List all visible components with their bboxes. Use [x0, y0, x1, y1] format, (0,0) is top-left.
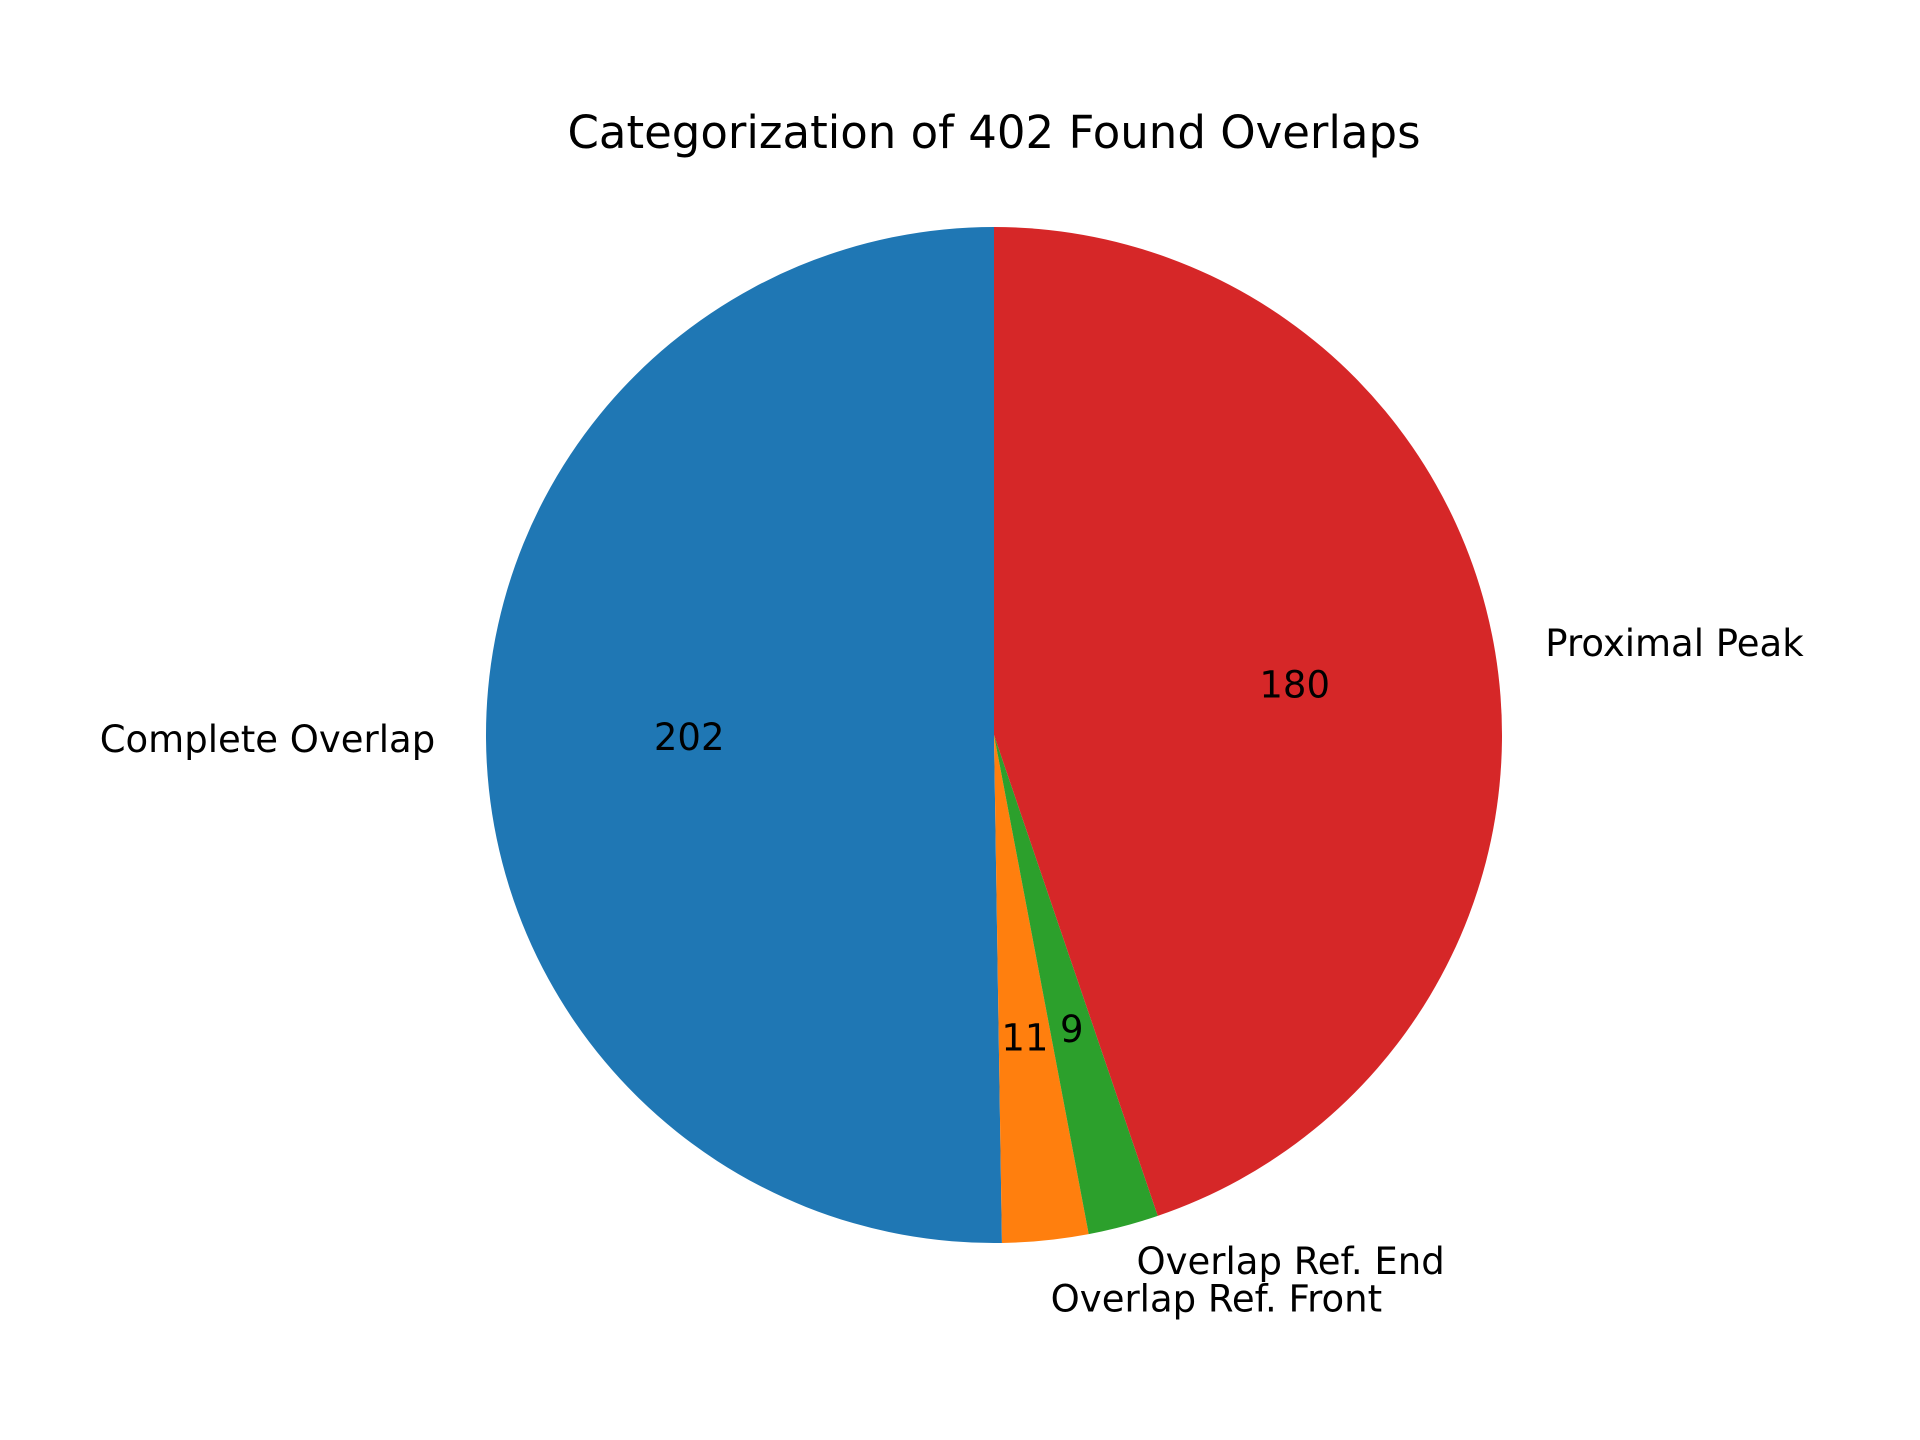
pie-slice-complete-overlap — [485, 227, 1002, 1244]
slice-category-label: Proximal Peak — [1545, 622, 1804, 665]
pie-slice-overlap-ref-end — [994, 735, 1158, 1235]
pie-slice-overlap-ref-front — [994, 735, 1089, 1243]
chart-title: Categorization of 402 Found Overlaps — [567, 106, 1420, 159]
slice-value-label: 202 — [654, 716, 725, 759]
slice-category-label: Overlap Ref. Front — [1051, 1277, 1382, 1320]
pie-slices — [485, 227, 1502, 1244]
slice-category-label: Complete Overlap — [100, 718, 436, 761]
slice-value-label: 9 — [1060, 1008, 1084, 1051]
pie-labels: 202 Complete Overlap 11 Overlap Ref. Front 9… — [100, 622, 1805, 1320]
pie-slice-proximal-peak — [994, 227, 1502, 1216]
slice-category-label: Overlap Ref. End — [1137, 1240, 1445, 1283]
slice-value-label: 11 — [1001, 1017, 1048, 1060]
slice-value-label: 180 — [1259, 664, 1330, 707]
